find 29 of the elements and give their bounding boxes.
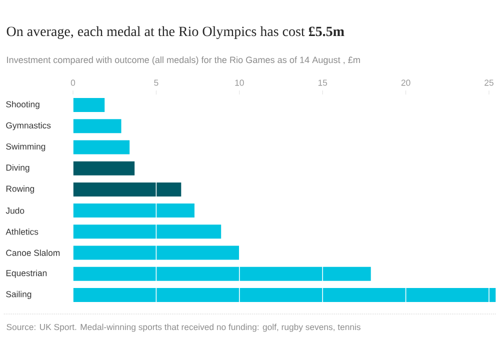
bar bbox=[73, 140, 130, 154]
bar bbox=[73, 224, 222, 239]
x-tick-label: 20 bbox=[401, 80, 410, 86]
bar bbox=[73, 266, 371, 281]
chart-title: On average, each medal at the Rio Olympics has cost £5.5m bbox=[6, 26, 344, 40]
x-tick-label: 5 bbox=[154, 80, 158, 86]
y-tick-label: Sailing bbox=[6, 290, 32, 299]
bar bbox=[73, 119, 122, 134]
y-tick-label: Swimming bbox=[6, 143, 46, 152]
bar bbox=[73, 204, 194, 218]
chart-subtitle: Investment compared with outcome (all medals) for the Rio Games as of 14 August , £m bbox=[7, 56, 360, 65]
y-tick-label: Gymnastics bbox=[6, 122, 51, 130]
x-tick-label: 10 bbox=[235, 80, 244, 86]
y-tick-label: Diving bbox=[6, 164, 30, 172]
y-tick-label: Shooting bbox=[6, 101, 40, 110]
y-tick-label: Canoe Slalom bbox=[6, 250, 60, 256]
bar bbox=[73, 182, 182, 196]
bar bbox=[73, 246, 240, 260]
bar bbox=[73, 288, 496, 302]
y-tick-label: Equestrian bbox=[6, 270, 47, 278]
x-tick-label: 25 bbox=[484, 80, 494, 86]
bar bbox=[73, 98, 105, 112]
y-tick-label: Rowing bbox=[6, 185, 34, 194]
y-tick-label: Athletics bbox=[6, 228, 38, 235]
x-tick-label: 15 bbox=[318, 80, 328, 86]
x-tick-label: 0 bbox=[70, 80, 76, 86]
y-tick-label: Judo bbox=[6, 207, 24, 214]
bar bbox=[73, 161, 135, 176]
source-note: Source: UK Sport. Medal-winning sports that received no funding: golf, rugby sevens, tennis bbox=[6, 324, 360, 332]
